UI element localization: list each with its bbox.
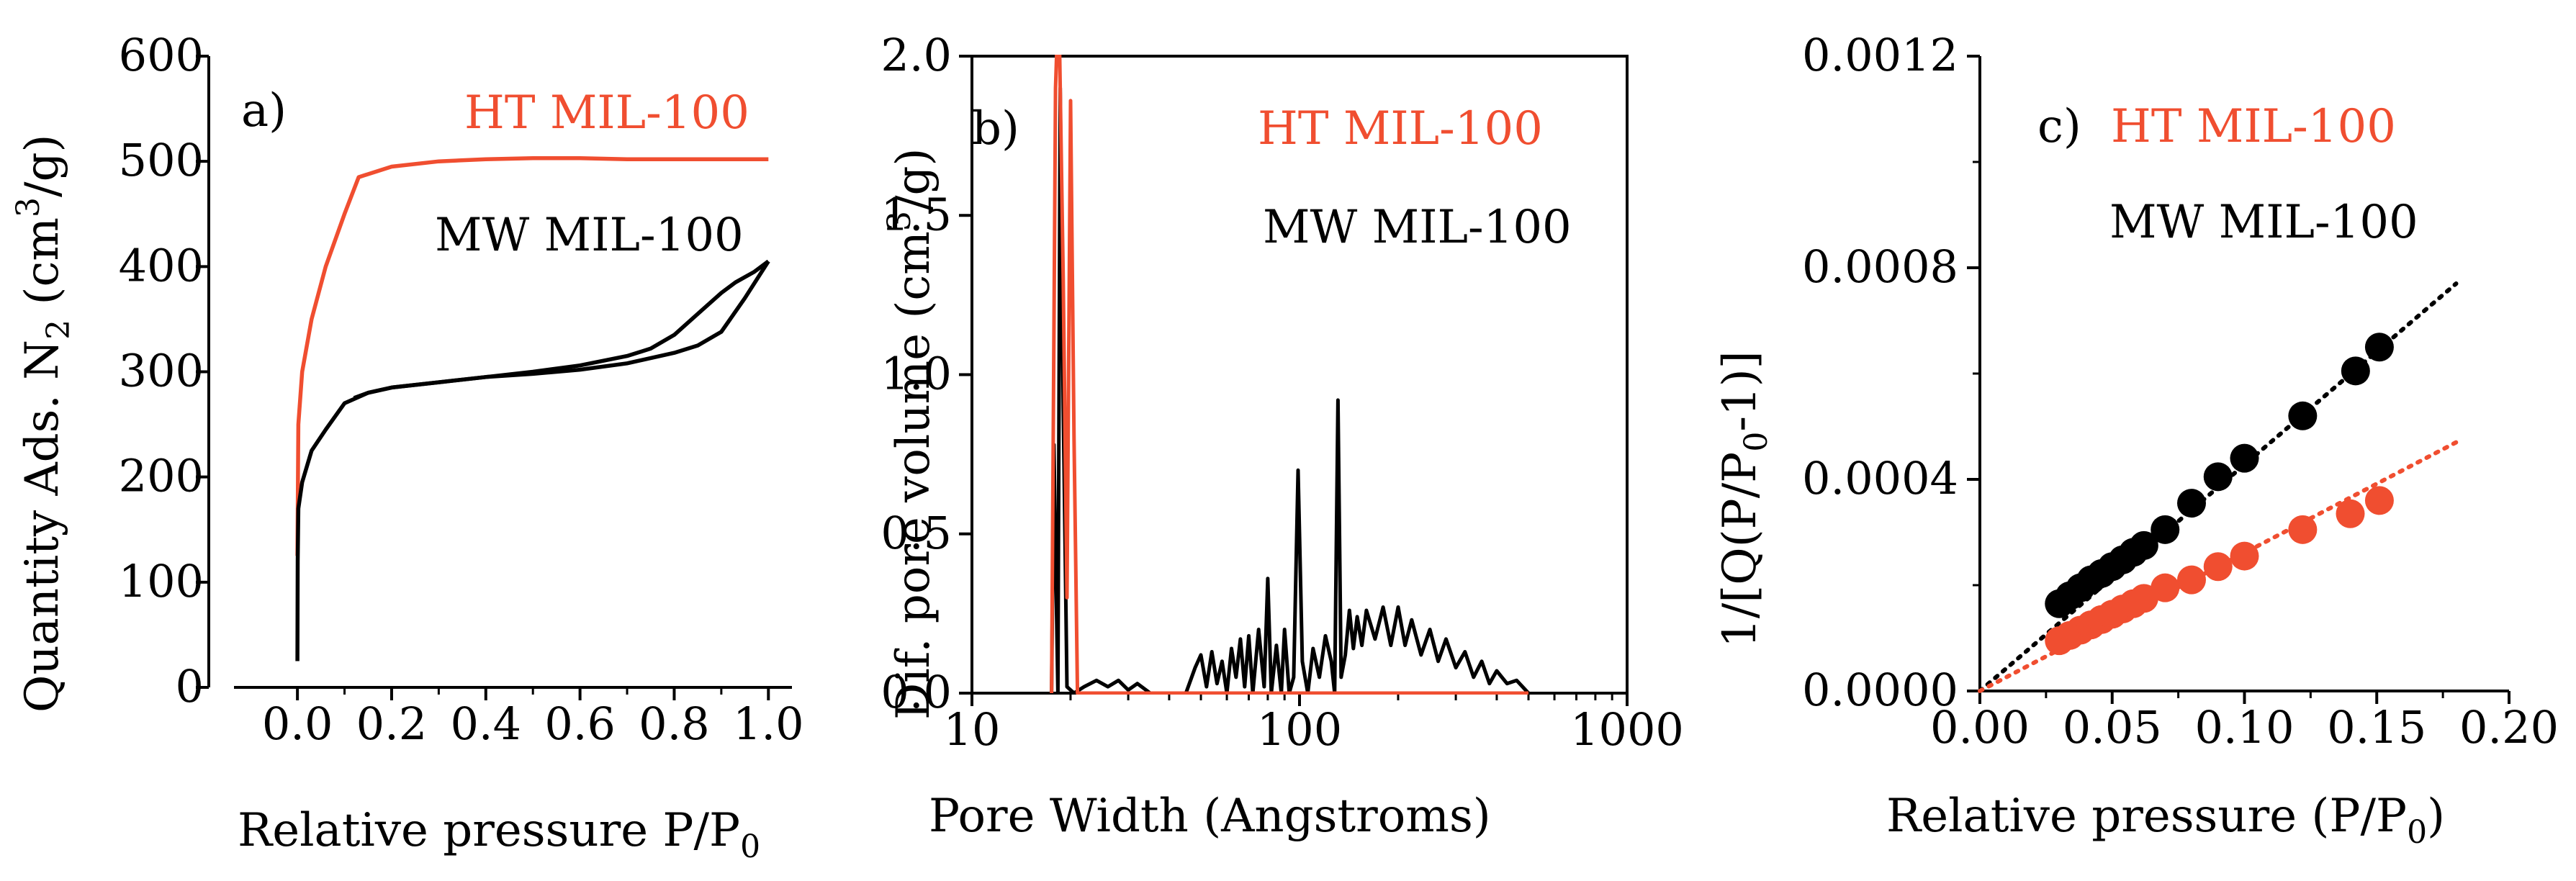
panel-c-legend-mw: MW MIL-100 [2109, 196, 2418, 249]
panel-a-legend-ht: HT MIL-100 [464, 86, 749, 140]
y-tick-label: 0 [176, 660, 204, 713]
data-point [2364, 486, 2394, 515]
x-tick-label: 100 [1257, 703, 1342, 756]
x-tick-label: 0.20 [2459, 701, 2559, 754]
y-tick-label: 0.0012 [1802, 29, 1958, 81]
y-tick-label: 200 [119, 450, 204, 502]
data-point [2129, 530, 2158, 560]
panel-b-legend-mw: MW MIL-100 [1263, 201, 1572, 254]
panel-b-x-axis-title: Pore Width (Angstroms) [929, 790, 1491, 843]
y-tick-label: 0.0 [881, 666, 952, 718]
data-point [2288, 401, 2318, 430]
y-tick-label: 0.0000 [1802, 664, 1958, 716]
panel-a-plot-area [295, 156, 770, 661]
y-tick-label: 600 [119, 29, 204, 81]
panel-c-chart: 0.0000 0.0004 0.0008 0.0012 0.00 0.05 0.10 0.15… [1713, 29, 2559, 851]
x-tick-label: 0.4 [450, 697, 521, 750]
data-point [2177, 565, 2206, 595]
series-line [1050, 86, 1530, 695]
series-line [295, 156, 769, 556]
y-tick-label: 1.0 [881, 348, 952, 400]
y-tick-label: 1.5 [881, 188, 952, 240]
data-point [2341, 356, 2370, 386]
panel-a-ticks: 0 100 200 300 400 500 600 0.0 0.2 0.4 0.6 0.8 1.0 [119, 29, 804, 750]
x-tick-label: 10 [944, 703, 1001, 756]
y-tick-label: 400 [119, 239, 204, 292]
data-point [2177, 489, 2206, 518]
panel-b-chart: 0.0 0.5 1.0 1.5 2.0 10 100 1000 b) HT MIL-100 M… [881, 29, 1684, 843]
panel-c-label: c) [2037, 100, 2081, 153]
data-point [2230, 443, 2259, 473]
panel-c-plot-area [1978, 281, 2459, 693]
panel-b-ticks: 0.0 0.5 1.0 1.5 2.0 10 100 1000 [881, 29, 1684, 756]
panel-b-legend-ht: HT MIL-100 [1258, 102, 1543, 155]
x-tick-label: 0.8 [639, 697, 710, 750]
y-tick-label: 0.0008 [1802, 240, 1958, 293]
x-tick-label: 0.05 [2063, 701, 2162, 754]
x-tick-label: 0.0 [262, 697, 333, 750]
data-point [2203, 462, 2233, 492]
x-tick-label: 0.15 [2327, 701, 2426, 754]
panel-c-y-axis-title: 1/[Q(P/P0-1)] [1713, 351, 1775, 648]
y-tick-label: 300 [119, 345, 204, 397]
panel-a-chart: 0 100 200 300 400 500 600 0.0 0.2 0.4 0.6 0.8 1.0 a)… [10, 29, 804, 865]
panel-c-ticks: 0.0000 0.0004 0.0008 0.0012 0.00 0.05 0.10 0.15… [1802, 29, 2559, 754]
x-tick-label: 0.00 [1930, 701, 2030, 754]
panel-a-y-axis-title: Quantity Ads. N2 (cm3/g) [10, 134, 77, 713]
x-tick-label: 1000 [1570, 703, 1684, 756]
y-tick-label: 500 [119, 134, 204, 186]
data-point [2151, 573, 2180, 602]
x-tick-label: 1.0 [733, 697, 804, 750]
panel-c-x-axis-title: Relative pressure (P/P0) [1886, 790, 2445, 851]
panel-b-plot-area [1050, 55, 1530, 695]
panel-a-legend-mw: MW MIL-100 [435, 209, 744, 262]
data-point [2364, 333, 2394, 362]
data-point [2230, 541, 2259, 571]
data-point [2288, 515, 2318, 544]
x-tick-label: 0.2 [356, 697, 428, 750]
panel-c-legend-ht: HT MIL-100 [2111, 100, 2396, 153]
data-point [2203, 552, 2233, 582]
y-tick-label: 100 [119, 555, 204, 607]
y-tick-label: 0.5 [881, 507, 952, 559]
x-tick-label: 0.6 [544, 697, 616, 750]
data-point [2336, 499, 2365, 528]
series-line [1050, 55, 1528, 695]
panel-b-y-axis-title: Dif. pore volume (cm3/g) [881, 148, 940, 720]
series-line [353, 259, 770, 400]
panel-a-label: a) [241, 84, 287, 137]
data-point [2151, 515, 2180, 544]
panel-b-label: b) [972, 102, 1019, 155]
y-tick-label: 2.0 [881, 29, 952, 81]
series-line [295, 260, 770, 661]
panel-a-x-axis-title: Relative pressure P/P0 [238, 804, 760, 865]
x-tick-label: 0.10 [2194, 701, 2294, 754]
y-tick-label: 0.0004 [1802, 452, 1958, 505]
